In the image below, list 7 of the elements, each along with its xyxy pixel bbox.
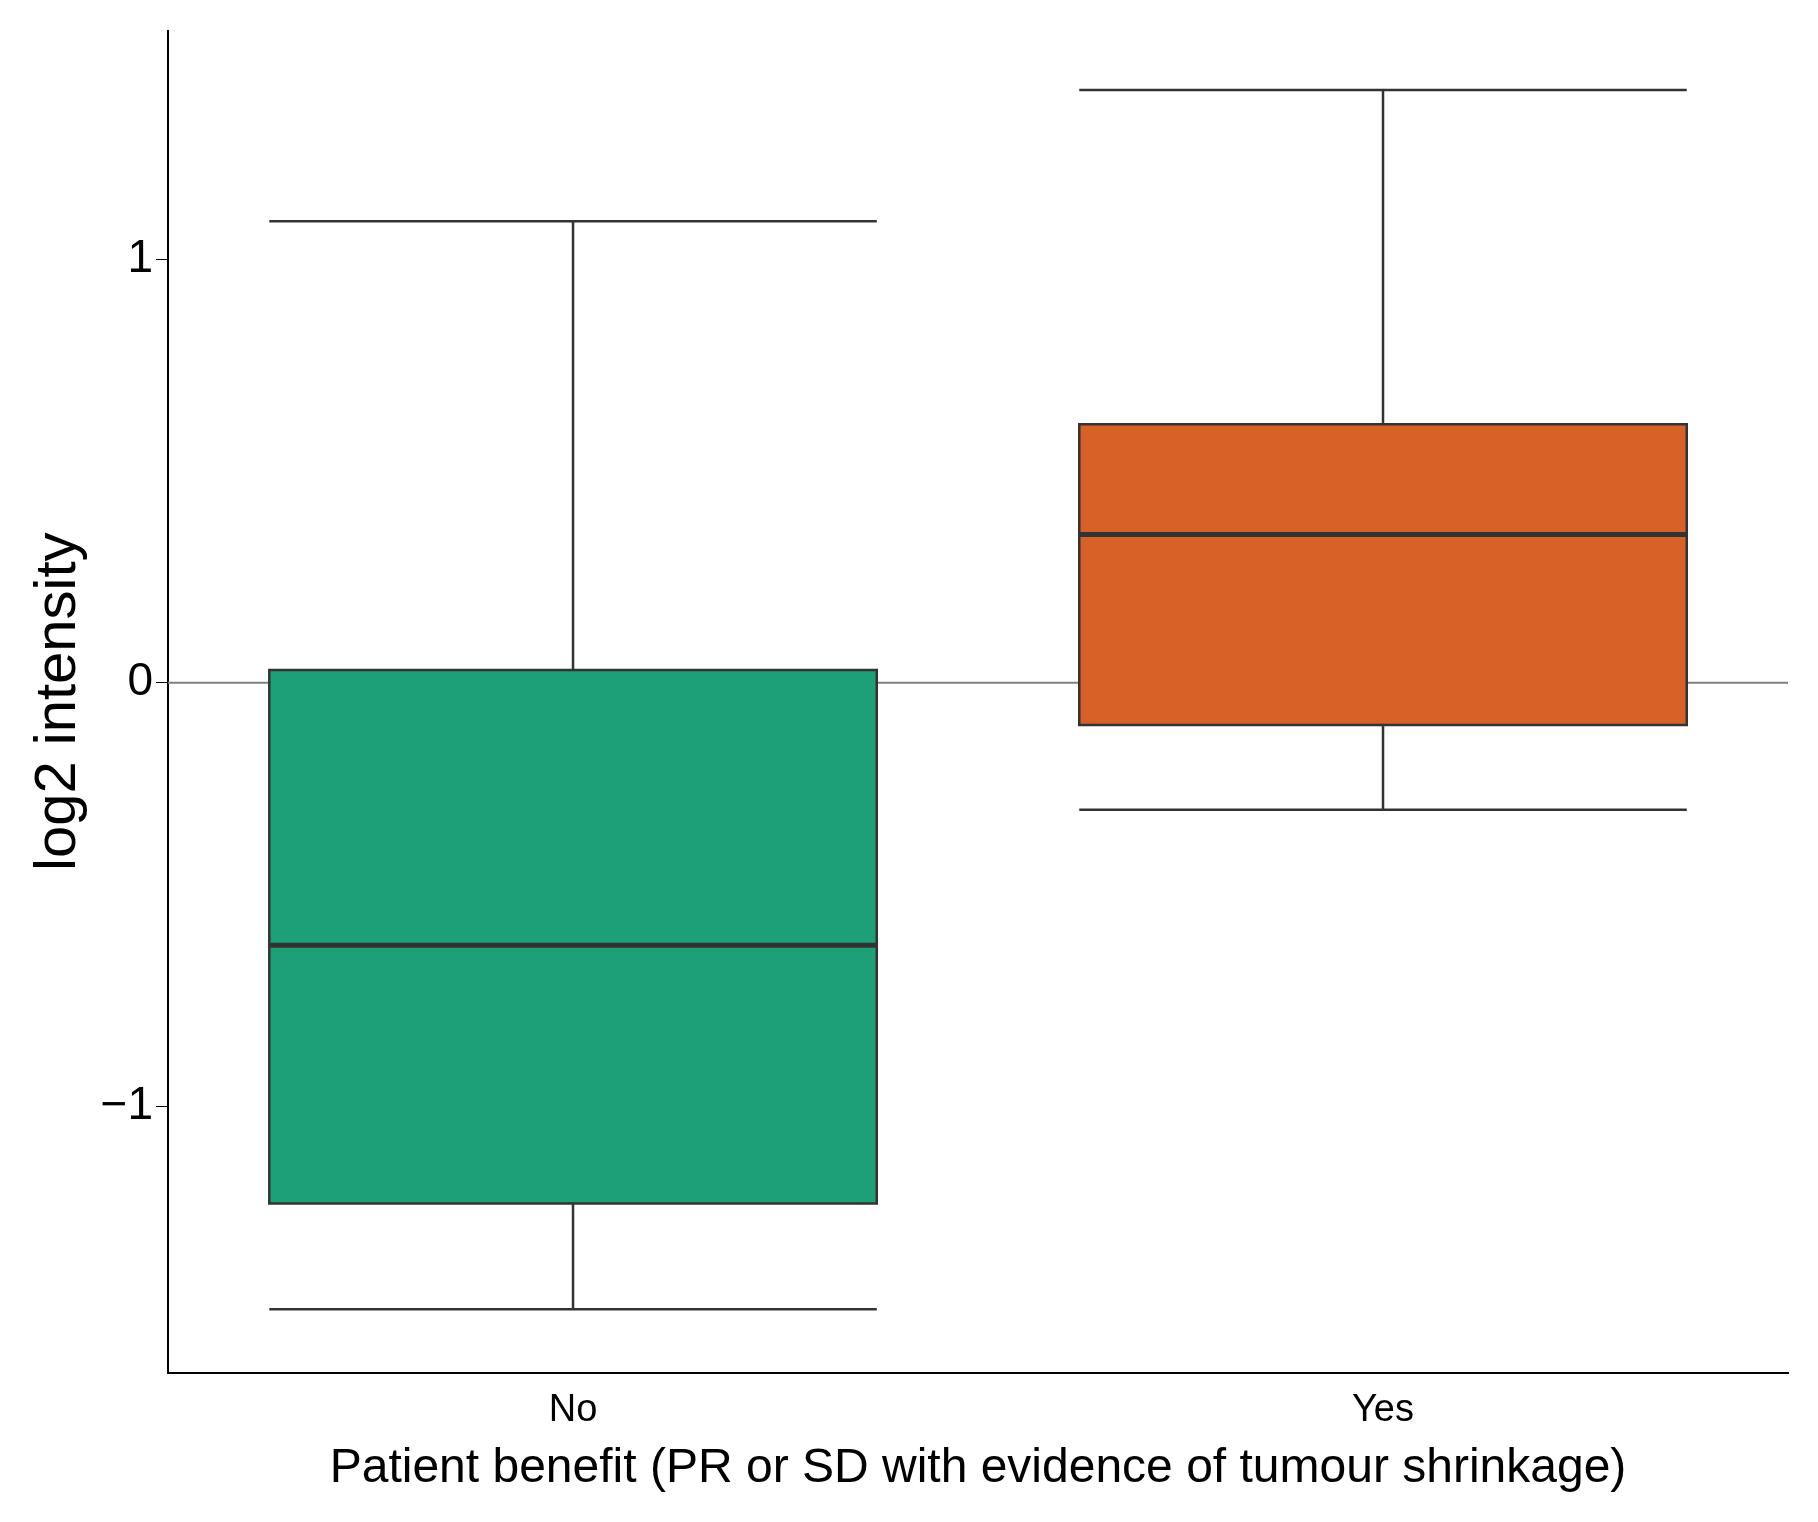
y-axis-title: log2 intensity (21, 532, 87, 871)
y-tick-label: 0 (127, 653, 154, 706)
x-tick-label: No (548, 1387, 598, 1430)
x-axis-title: Patient benefit (PR or SD with evidence of tumour shrinkage) (329, 1439, 1627, 1493)
x-tick-label: Yes (1352, 1387, 1415, 1430)
y-tick-label: 1 (127, 229, 154, 282)
y-tick-label: −1 (100, 1076, 154, 1129)
